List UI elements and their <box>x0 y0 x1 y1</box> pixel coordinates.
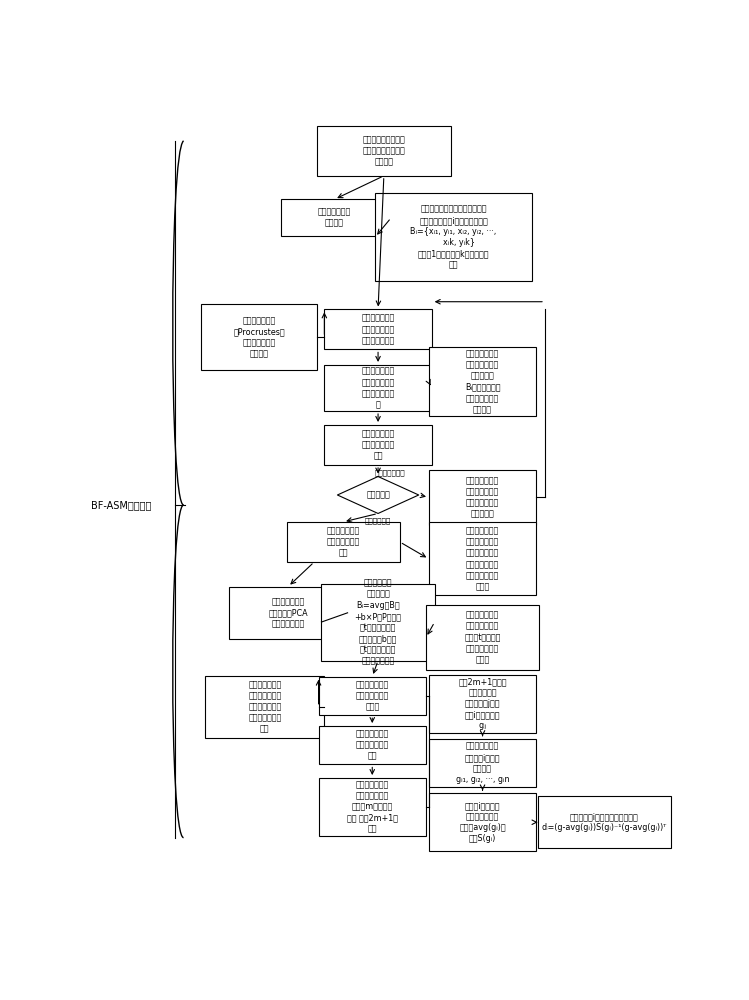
FancyBboxPatch shape <box>429 347 536 416</box>
FancyBboxPatch shape <box>375 193 532 281</box>
Text: 取所有向量的平
均向量，得到每
个图像的平均模
型: 取所有向量的平 均向量，得到每 个图像的平均模 型 <box>362 367 395 409</box>
FancyBboxPatch shape <box>429 739 536 787</box>
Text: 对这2m+1个像素
进行灰度值求
导，得到图j的特
征点i对应的纹理
gᵢⱼ: 对这2m+1个像素 进行灰度值求 导，得到图j的特 征点i对应的纹理 gᵢⱼ <box>458 677 507 730</box>
FancyBboxPatch shape <box>429 522 536 595</box>
FancyBboxPatch shape <box>317 126 451 176</box>
FancyBboxPatch shape <box>287 522 400 562</box>
FancyBboxPatch shape <box>429 793 536 851</box>
Text: 以图像为单位建立特征点向量：
例，训练集中第i个图像的向量为
Bᵢ={xᵢ₁, yᵢ₁, xᵢ₂, yᵢ₂, ···,
    xᵢk, yᵢk}
表示第1个特: 以图像为单位建立特征点向量： 例，训练集中第i个图像的向量为 Bᵢ={xᵢ₁, … <box>410 205 497 269</box>
Text: 形状归一化，使
用Procrustes方
法将图片进行对
齐操作。: 形状归一化，使 用Procrustes方 法将图片进行对 齐操作。 <box>233 316 285 358</box>
Text: 经过该操作，训
练集中的所有图
像都对齐到同一
个模型中。: 经过该操作，训 练集中的所有图 像都对齐到同一 个模型中。 <box>466 476 499 518</box>
Text: 垂直于这条线，
过当前特征点作
垂线: 垂直于这条线， 过当前特征点作 垂线 <box>356 730 389 761</box>
Text: 为每个特征点建
立局部特征，使
测试图像与模型
能够进行局部匹
配。: 为每个特征点建 立局部特征，使 测试图像与模型 能够进行局部匹 配。 <box>248 680 282 733</box>
FancyBboxPatch shape <box>429 675 536 733</box>
Text: 对每个图像向
量，简化为
Bᵢ=avg（B）
+b×P，P为包含
前t个特征值的协
方差矩阵，b为一
个t维向量，表示
图像变化程度。: 对每个图像向 量，简化为 Bᵢ=avg（B） +b×P，P为包含 前t个特征值的… <box>354 579 401 665</box>
FancyBboxPatch shape <box>281 199 388 236</box>
Text: 对齐过程中，对
每一个图像（对
应的向量为
Bᵢ），计算偏移
量、旋转角度、
缩放量。: 对齐过程中，对 每一个图像（对 应的向量为 Bᵢ），计算偏移 量、旋转角度、 缩… <box>465 350 500 414</box>
Text: 不满足收敛范围: 不满足收敛范围 <box>374 469 405 476</box>
FancyBboxPatch shape <box>538 796 671 848</box>
FancyBboxPatch shape <box>228 587 348 639</box>
Text: 对平均向量求协
方差矩阵，得到
每个特征点所对
应特征值，以表
示每个特征的重
要程度: 对平均向量求协 方差矩阵，得到 每个特征点所对 应特征值，以表 示每个特征的重 … <box>466 527 499 591</box>
Text: 当前特征点i在图中的马氏距离为
dᵢ=(g-avg(gᵢ))S(gᵢ)⁻¹(g-avg(gᵢ))ᵀ: 当前特征点i在图中的马氏距离为 dᵢ=(g-avg(gᵢ))S(gᵢ)⁻¹(g-… <box>542 812 667 832</box>
Text: 满足收敛范围: 满足收敛范围 <box>365 517 391 524</box>
FancyBboxPatch shape <box>201 304 317 370</box>
Text: 对每一张图标注
特征点集: 对每一张图标注 特征点集 <box>318 208 351 228</box>
Text: BF-ASM模型建立: BF-ASM模型建立 <box>91 500 152 510</box>
Text: 对特征值进行降
序排序，按比例
选择前t个特征值
所对应特征为主
要特征: 对特征值进行降 序排序，按比例 选择前t个特征值 所对应特征为主 要特征 <box>464 611 501 664</box>
FancyBboxPatch shape <box>318 726 426 764</box>
Text: 使每个行人躯干
模型对齐到平均
模型: 使每个行人躯干 模型对齐到平均 模型 <box>362 429 395 461</box>
FancyBboxPatch shape <box>426 605 539 670</box>
Text: 在这条垂线上，
在当前特征点前
后选择m个像素，
构成 长为2m+1的
向量: 在这条垂线上， 在当前特征点前 后选择m个像素， 构成 长为2m+1的 向量 <box>347 780 398 834</box>
FancyBboxPatch shape <box>318 778 426 836</box>
Text: 判断收敛性: 判断收敛性 <box>366 490 390 499</box>
FancyBboxPatch shape <box>318 677 426 715</box>
FancyBboxPatch shape <box>321 584 434 661</box>
FancyBboxPatch shape <box>324 309 431 349</box>
FancyBboxPatch shape <box>205 676 324 738</box>
Text: 由以上i在各个图
上的纹理值，求
平均值avg(gᵢ)，
方差S(gᵢ): 由以上i在各个图 上的纹理值，求 平均值avg(gᵢ)， 方差S(gᵢ) <box>459 801 506 843</box>
Text: 满足关键特征点
位置收敛，完成
对齐: 满足关键特征点 位置收敛，完成 对齐 <box>327 526 360 558</box>
Text: 使每个行人躯干
模型对齐到第一
个行人躯干模型: 使每个行人躯干 模型对齐到第一 个行人躯干模型 <box>362 314 395 345</box>
FancyBboxPatch shape <box>324 365 431 411</box>
Text: 对经过对齐的图
像向量进行PCA
（主成分分析）: 对经过对齐的图 像向量进行PCA （主成分分析） <box>268 597 308 628</box>
FancyBboxPatch shape <box>324 425 431 465</box>
Text: 选择特征点的前
后两个点，连成
一条线: 选择特征点的前 后两个点，连成 一条线 <box>356 680 389 712</box>
FancyBboxPatch shape <box>429 470 536 525</box>
Text: 对其它的图也这
么做，得i在其它
图的纹理
gᵢ₁, gᵢ₂, ···, gᵢn: 对其它的图也这 么做，得i在其它 图的纹理 gᵢ₁, gᵢ₂, ···, gᵢn <box>456 742 509 784</box>
Text: 在训练样本中根据行
人部位轮廓选择合适
的特征点: 在训练样本中根据行 人部位轮廓选择合适 的特征点 <box>363 135 405 166</box>
